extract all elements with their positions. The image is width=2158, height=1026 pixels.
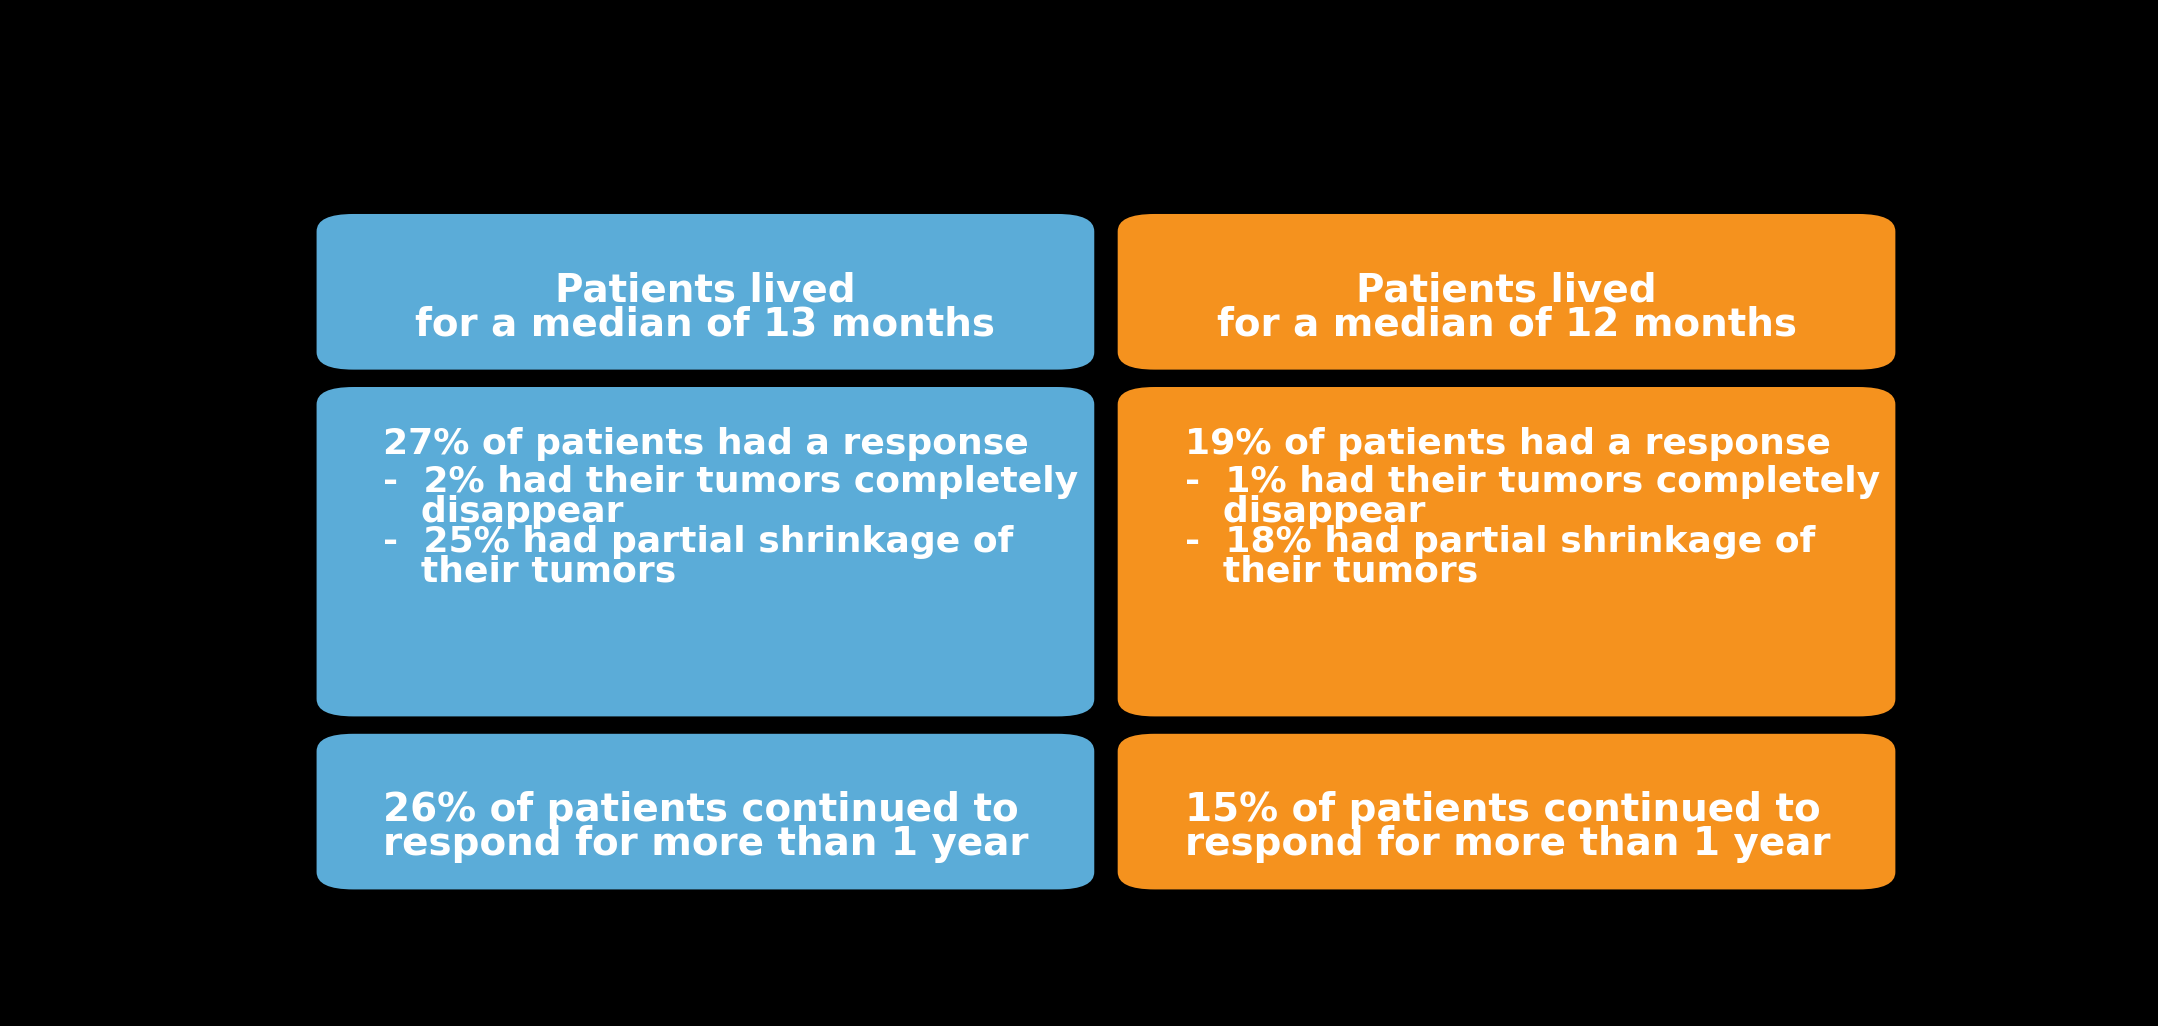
Text: -  2% had their tumors completely: - 2% had their tumors completely xyxy=(384,465,1079,499)
Text: disappear: disappear xyxy=(1185,495,1424,528)
Text: 15% of patients continued to: 15% of patients continued to xyxy=(1185,791,1819,829)
Text: 26% of patients continued to: 26% of patients continued to xyxy=(384,791,1019,829)
Text: Patients lived: Patients lived xyxy=(555,271,857,309)
FancyBboxPatch shape xyxy=(1118,214,1895,369)
Text: -  1% had their tumors completely: - 1% had their tumors completely xyxy=(1185,465,1880,499)
FancyBboxPatch shape xyxy=(1118,387,1895,716)
Text: respond for more than 1 year: respond for more than 1 year xyxy=(384,825,1029,864)
Text: disappear: disappear xyxy=(384,495,624,528)
Text: 27% of patients had a response: 27% of patients had a response xyxy=(384,427,1029,461)
FancyBboxPatch shape xyxy=(317,214,1094,369)
Text: 19% of patients had a response: 19% of patients had a response xyxy=(1185,427,1830,461)
Text: for a median of 13 months: for a median of 13 months xyxy=(416,306,995,344)
Text: for a median of 12 months: for a median of 12 months xyxy=(1217,306,1795,344)
FancyBboxPatch shape xyxy=(1118,734,1895,890)
Text: Patients lived: Patients lived xyxy=(1355,271,1657,309)
Text: their tumors: their tumors xyxy=(384,555,678,589)
Text: -  18% had partial shrinkage of: - 18% had partial shrinkage of xyxy=(1185,524,1815,559)
FancyBboxPatch shape xyxy=(317,387,1094,716)
Text: -  25% had partial shrinkage of: - 25% had partial shrinkage of xyxy=(384,524,1014,559)
FancyBboxPatch shape xyxy=(317,734,1094,890)
Text: respond for more than 1 year: respond for more than 1 year xyxy=(1185,825,1830,864)
Text: their tumors: their tumors xyxy=(1185,555,1478,589)
